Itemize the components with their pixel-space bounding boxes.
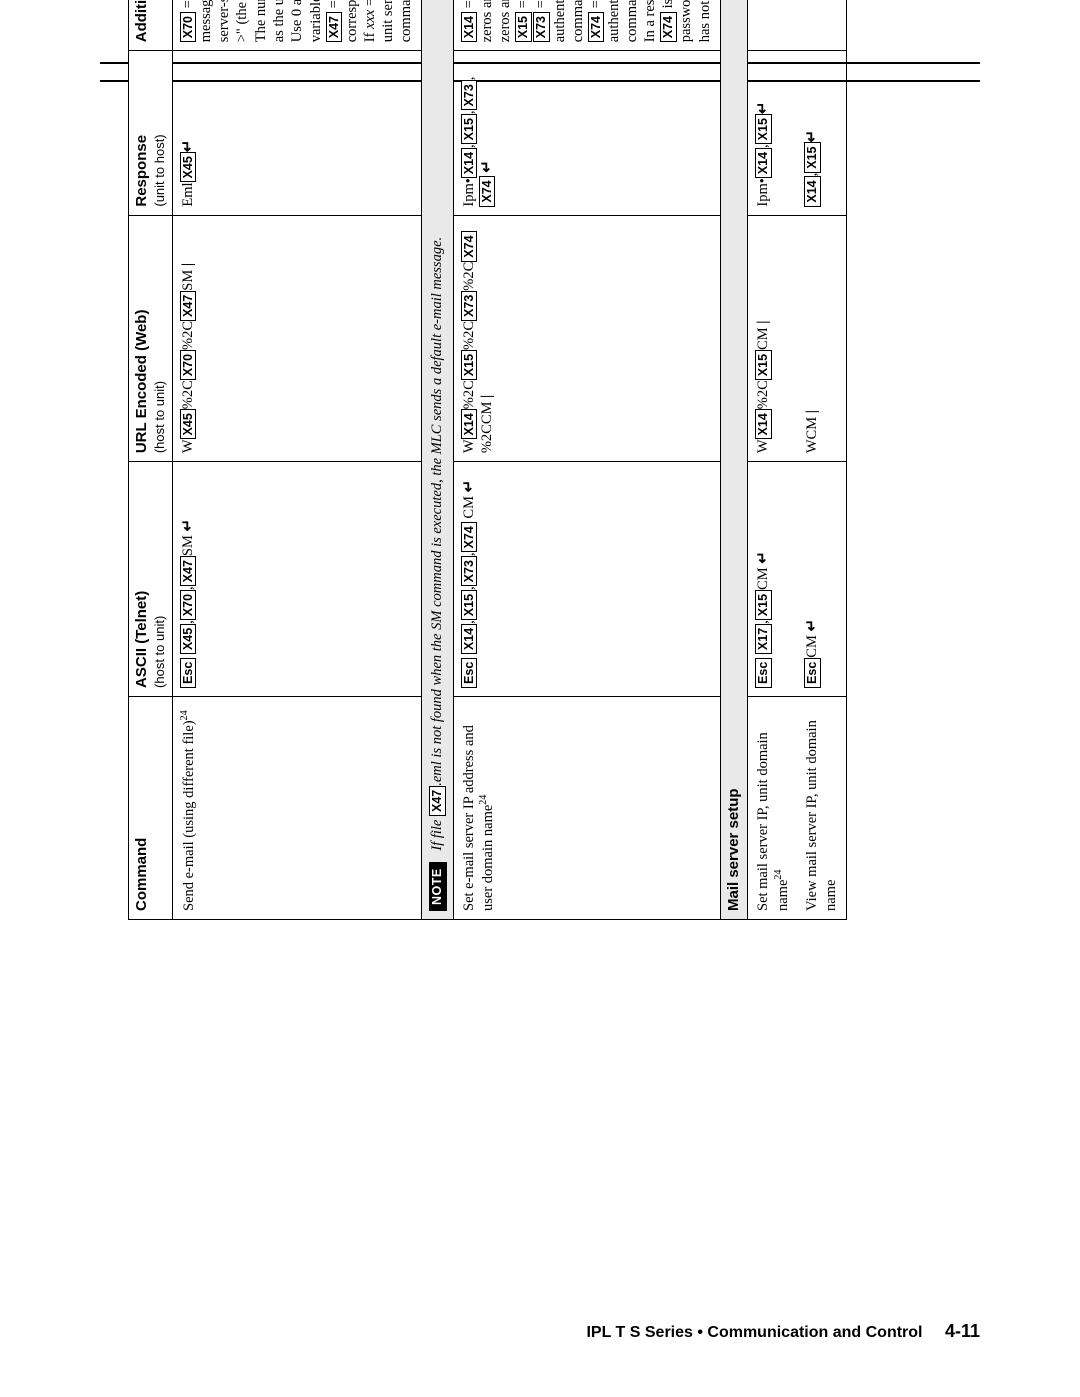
- cell-command: Send e-mail (using different file)24: [173, 696, 422, 919]
- page-footer: IPL T S Series • Communication and Contr…: [0, 1321, 1080, 1342]
- cell-ascii: Esc X14,X15,X73,X74 CM: [453, 462, 720, 697]
- cell-ascii: Esc X17,X15CM: [748, 462, 798, 697]
- cell-command: Set mail server IP, unit domain name24: [748, 696, 798, 919]
- cell-command: Set e-mail server IP address and user do…: [453, 696, 720, 919]
- table-row: View mail server IP, unit domain name Es…: [797, 0, 846, 920]
- cell-url: WX14%2CX15%2CX73%2CX74 %2CCM |: [453, 215, 720, 462]
- cell-desc: X14 = IP address (xxx.xxx.xxx.xxx). Lead…: [453, 0, 720, 51]
- cell-response: Ipm•X14,X15: [748, 51, 798, 215]
- th-response: Response(unit to host): [129, 51, 173, 215]
- footer-page-number: 4-11: [945, 1321, 980, 1341]
- th-command: Command: [129, 696, 173, 919]
- note-chip: NOTE: [429, 862, 447, 911]
- th-desc: Additional description: [129, 0, 173, 51]
- cell-desc: [748, 0, 846, 51]
- cell-response: Ipm•X14,X15,X73,X74: [453, 51, 720, 215]
- cell-response: EmlX45: [173, 51, 422, 215]
- th-ascii: ASCII (Telnet)(host to unit): [129, 462, 173, 697]
- table-row: Set e-mail server IP address and user do…: [453, 0, 720, 920]
- table-header-row: Command ASCII (Telnet)(host to unit) URL…: [129, 0, 173, 920]
- table-row: Send e-mail (using different file)24 Esc…: [173, 0, 422, 920]
- cell-response: X14,X15: [797, 51, 846, 215]
- note-text: If file X47.eml is not found when the SM…: [429, 237, 445, 851]
- section-row: Mail server setup: [720, 0, 748, 920]
- footer-section: IPL T S Series • Communication and Contr…: [586, 1324, 922, 1341]
- section-title: Mail server setup: [720, 0, 748, 920]
- cell-url: WX45%2CX70%2CX47SM |: [173, 215, 422, 462]
- command-table: Command ASCII (Telnet)(host to unit) URL…: [128, 0, 847, 920]
- table-row: Set mail server IP, unit domain name24 E…: [748, 0, 798, 920]
- cell-ascii: Esc X45,X70,X47SM: [173, 462, 422, 697]
- th-url: URL Encoded (Web)(host to unit): [129, 215, 173, 462]
- note-row: NOTE If file X47.eml is not found when t…: [422, 0, 454, 920]
- cell-desc: X70 = The number to insert into an e-mai…: [173, 0, 422, 51]
- cell-ascii: EscCM: [797, 462, 846, 697]
- cell-url: WX14%2CX15CM |: [748, 215, 798, 462]
- cell-command: View mail server IP, unit domain name: [797, 696, 846, 919]
- cell-url: WCM |: [797, 215, 846, 462]
